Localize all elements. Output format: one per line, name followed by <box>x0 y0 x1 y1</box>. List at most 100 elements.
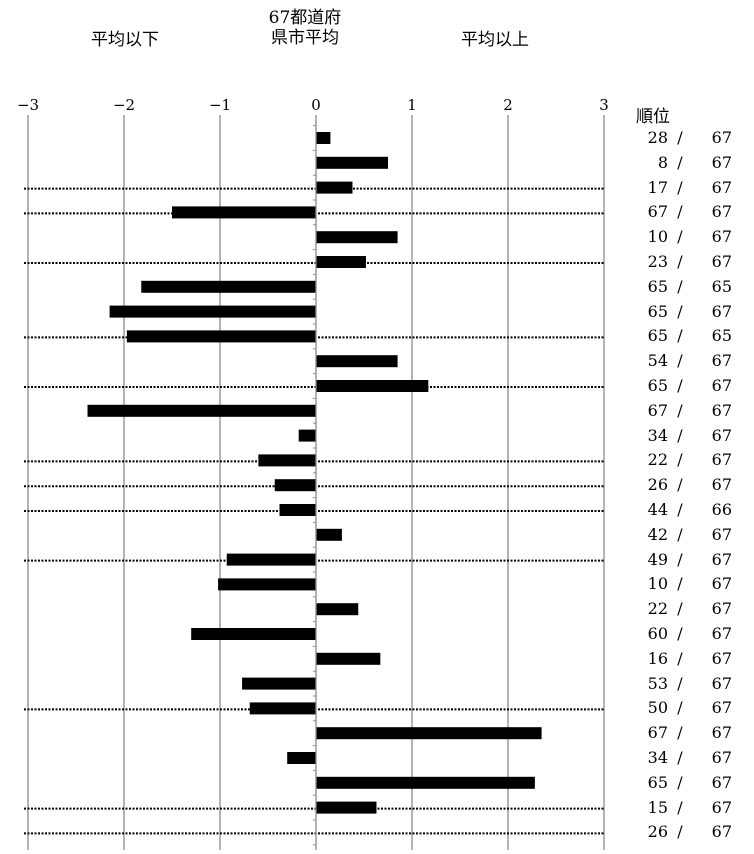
bar <box>316 181 353 194</box>
rank-value: 26 <box>647 822 668 842</box>
bar <box>298 429 316 442</box>
rank-value: 8 <box>657 152 668 172</box>
rank-value: 44 <box>647 500 668 519</box>
bar <box>87 404 317 417</box>
rank-slash: / <box>677 227 683 247</box>
rank-row: 26 / 67 <box>630 823 754 841</box>
bar <box>287 752 316 764</box>
rank-value: 67 <box>647 723 668 743</box>
rank-slash: / <box>677 748 683 767</box>
rank-slash: / <box>677 549 683 569</box>
below-average-label: 平均以下 <box>91 30 159 50</box>
rank-row: 23 / 67 <box>630 253 754 271</box>
rank-row: 54 / 67 <box>630 352 754 370</box>
rank-row: 50 / 67 <box>630 699 754 717</box>
bar <box>316 231 398 244</box>
rank-row: 65 / 67 <box>630 301 754 321</box>
bar <box>274 479 316 492</box>
bar <box>126 330 316 343</box>
rank-total: 67 <box>711 624 732 643</box>
rank-total: 65 <box>711 326 732 346</box>
rank-total: 67 <box>711 797 732 817</box>
rank-value: 16 <box>647 648 668 668</box>
bar <box>218 578 316 591</box>
rank-value: 34 <box>647 425 668 445</box>
rank-slash: / <box>677 425 683 445</box>
bar <box>141 280 316 293</box>
rank-row: 65 / 65 <box>630 276 754 296</box>
rank-row: 65 / 67 <box>630 377 754 395</box>
rank-slash: / <box>677 351 683 371</box>
rank-value: 65 <box>647 772 668 792</box>
rank-total: 67 <box>711 252 732 271</box>
rank-total: 67 <box>711 475 732 495</box>
rank-row: 67 / 67 <box>630 203 754 221</box>
rank-total: 67 <box>711 748 732 767</box>
rank-value: 10 <box>647 227 668 247</box>
rank-slash: / <box>677 252 683 271</box>
bars <box>87 132 542 814</box>
rank-value: 65 <box>647 276 668 296</box>
rank-row: 10 / 67 <box>630 575 754 593</box>
average-label: 67都道府 県市平均 <box>245 8 365 48</box>
rank-total: 67 <box>711 723 732 743</box>
rank-slash: / <box>677 202 683 222</box>
rank-slash: / <box>677 698 683 718</box>
rank-total: 67 <box>711 524 732 544</box>
rank-value: 23 <box>647 252 668 271</box>
bar <box>279 504 316 516</box>
bar <box>316 355 398 368</box>
rank-slash: / <box>677 276 683 296</box>
rank-slash: / <box>677 326 683 346</box>
rank-total: 67 <box>711 400 732 420</box>
rank-slash: / <box>677 177 683 197</box>
rank-value: 67 <box>647 400 668 420</box>
x-tick-label: 0 <box>311 96 321 114</box>
bar <box>316 652 381 665</box>
rank-value: 15 <box>647 797 668 817</box>
rank-row: 42 / 67 <box>630 524 754 544</box>
rank-total: 67 <box>711 301 732 321</box>
x-tick-label: 3 <box>599 96 609 114</box>
average-label-line1: 67都道府 <box>268 8 342 28</box>
rank-total: 67 <box>711 450 732 470</box>
rank-slash: / <box>677 128 683 147</box>
rank-slash: / <box>677 500 683 519</box>
rank-value: 42 <box>647 524 668 544</box>
rank-slash: / <box>677 376 683 395</box>
rank-value: 67 <box>647 202 668 222</box>
rank-total: 67 <box>711 351 732 371</box>
rank-total: 67 <box>711 599 732 619</box>
zero-axis <box>313 115 317 850</box>
rank-slash: / <box>677 152 683 172</box>
rank-header: 順位 <box>636 107 670 127</box>
rank-slash: / <box>677 524 683 544</box>
group-separators <box>24 187 604 835</box>
rank-slash: / <box>677 673 683 693</box>
bar <box>109 305 316 318</box>
bar <box>316 132 331 144</box>
x-tick-label: −2 <box>113 96 135 114</box>
rank-total: 67 <box>711 648 732 668</box>
rank-row: 26 / 67 <box>630 476 754 494</box>
rank-value: 17 <box>647 177 668 197</box>
rank-total: 67 <box>711 152 732 172</box>
rank-row: 60 / 67 <box>630 625 754 643</box>
rank-slash: / <box>677 624 683 643</box>
rank-row: 22 / 67 <box>630 600 754 618</box>
rank-value: 22 <box>647 450 668 470</box>
rank-total: 67 <box>711 673 732 693</box>
rank-slash: / <box>677 574 683 594</box>
rank-row: 65 / 65 <box>630 327 754 345</box>
bar <box>316 380 429 392</box>
rank-row: 49 / 67 <box>630 549 754 569</box>
bar <box>226 553 316 566</box>
rank-total: 67 <box>711 549 732 569</box>
rank-row: 10 / 67 <box>630 228 754 246</box>
rank-total: 67 <box>711 227 732 247</box>
rank-row: 67 / 67 <box>630 724 754 742</box>
bar <box>249 702 316 715</box>
x-axis-ticks: −3 −2 −1 0 1 2 3 <box>17 96 609 114</box>
rank-slash: / <box>677 599 683 619</box>
